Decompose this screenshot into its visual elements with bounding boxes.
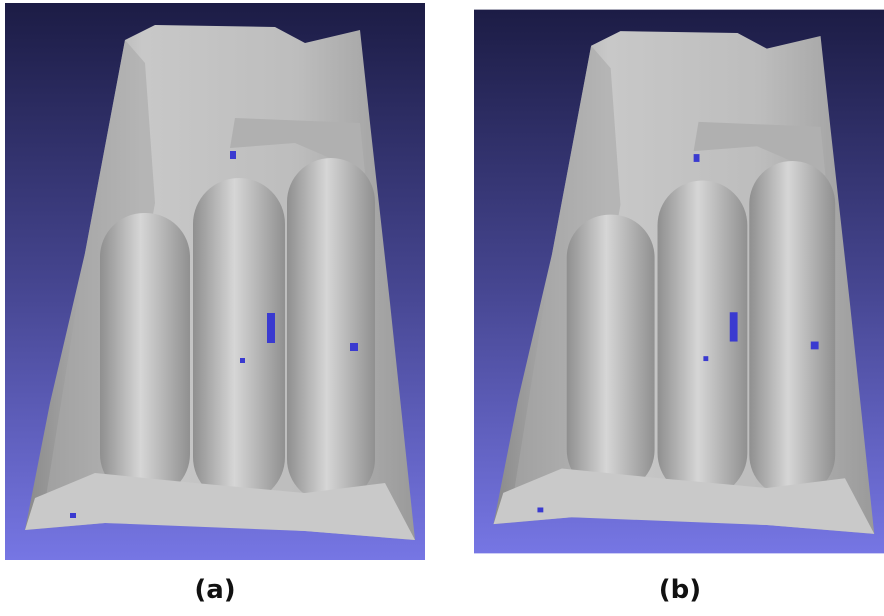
figure: (a) (b) bbox=[0, 0, 884, 612]
panel-label: (a) bbox=[194, 575, 235, 605]
render-a bbox=[5, 3, 425, 560]
render-b bbox=[474, 10, 884, 554]
panel-label: (b) bbox=[659, 575, 701, 605]
